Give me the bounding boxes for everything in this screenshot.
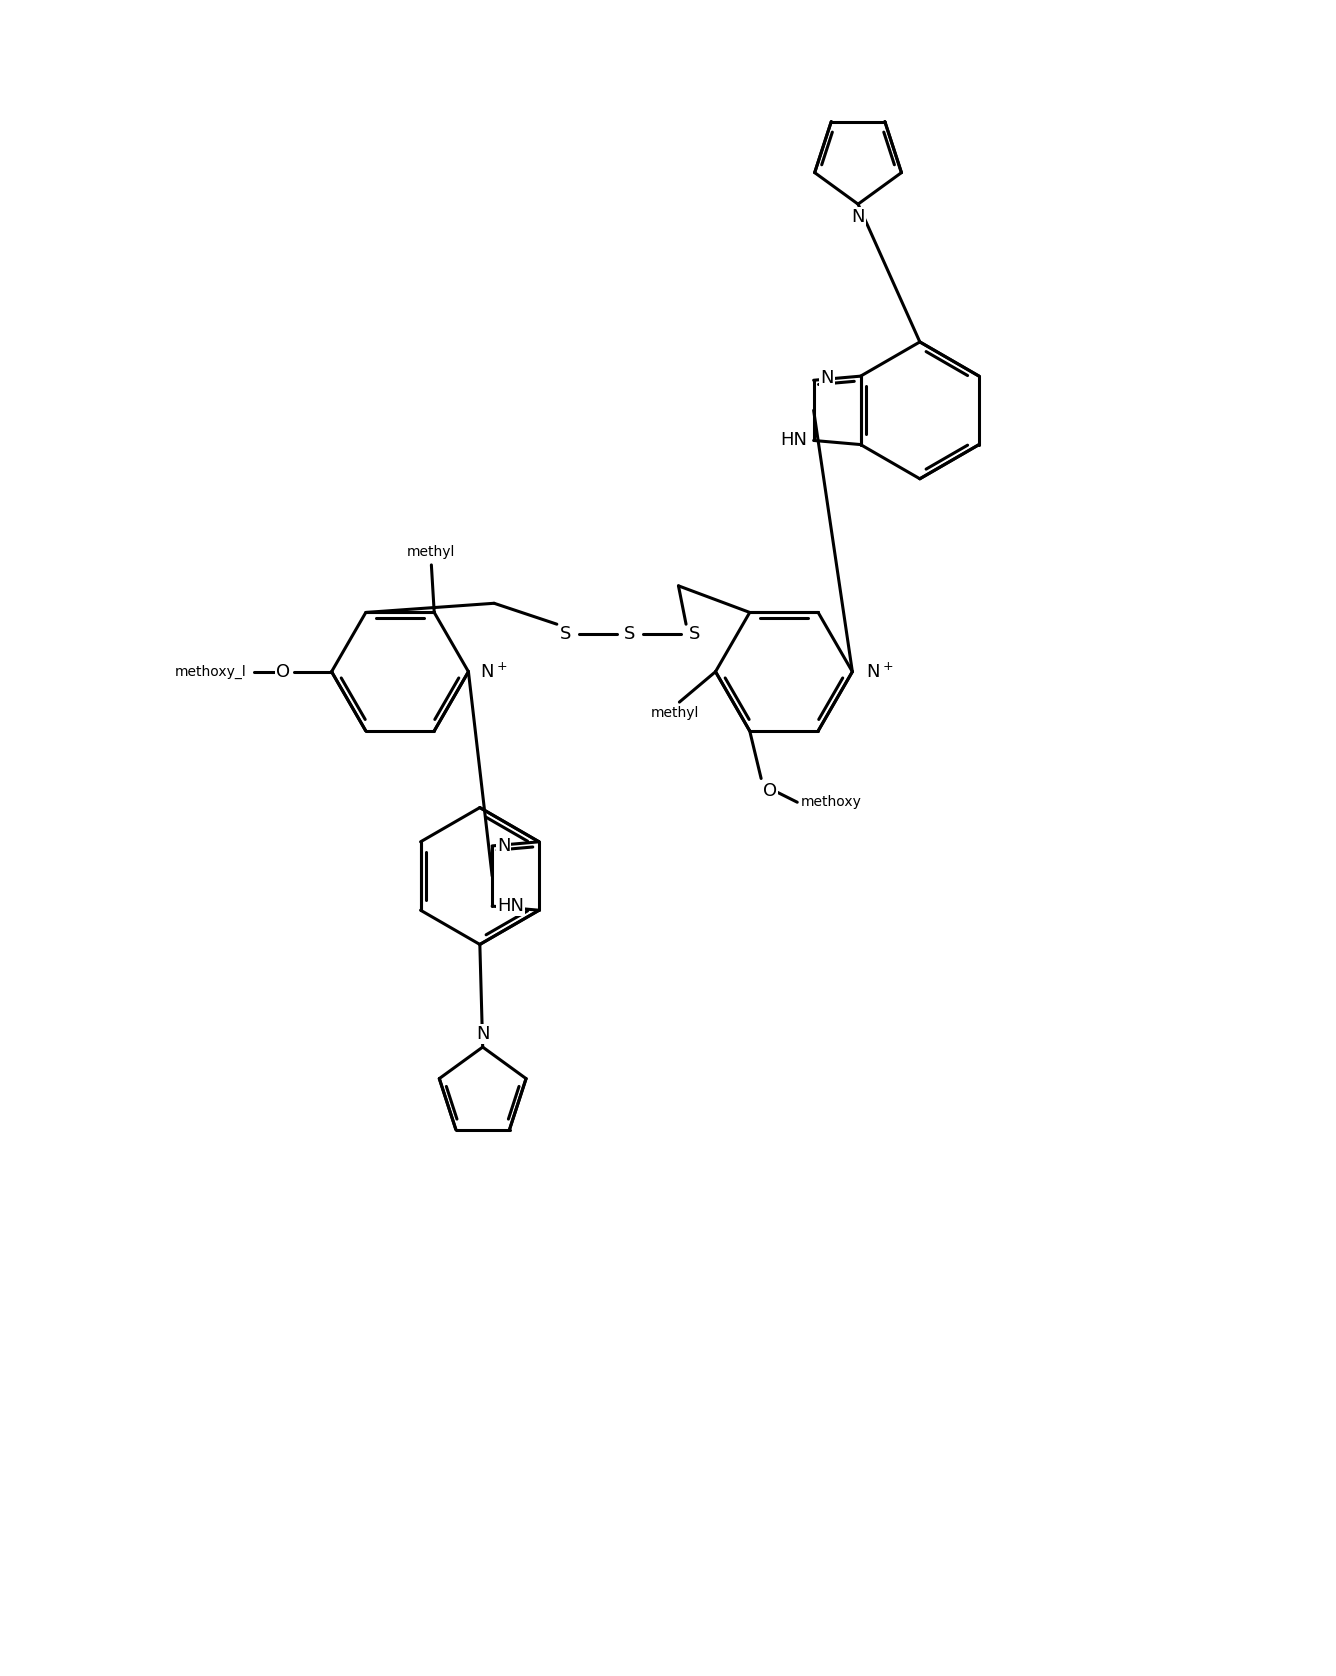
Text: N$^+$: N$^+$ bbox=[866, 662, 892, 682]
Text: N: N bbox=[851, 208, 864, 226]
Text: HN: HN bbox=[780, 431, 807, 449]
Text: methyl: methyl bbox=[407, 545, 456, 560]
Text: N: N bbox=[820, 369, 834, 387]
Text: methyl: methyl bbox=[651, 706, 699, 721]
Text: N$^+$: N$^+$ bbox=[480, 662, 508, 682]
Text: N: N bbox=[497, 836, 510, 855]
Text: methoxy: methoxy bbox=[802, 794, 862, 810]
Text: O: O bbox=[275, 662, 290, 680]
Text: S: S bbox=[624, 625, 636, 642]
Text: N: N bbox=[476, 1026, 489, 1042]
Text: S: S bbox=[689, 625, 700, 642]
Text: O: O bbox=[763, 783, 778, 799]
Text: methoxy_l: methoxy_l bbox=[174, 665, 246, 679]
Text: HN: HN bbox=[497, 897, 524, 915]
Text: S: S bbox=[560, 625, 570, 642]
